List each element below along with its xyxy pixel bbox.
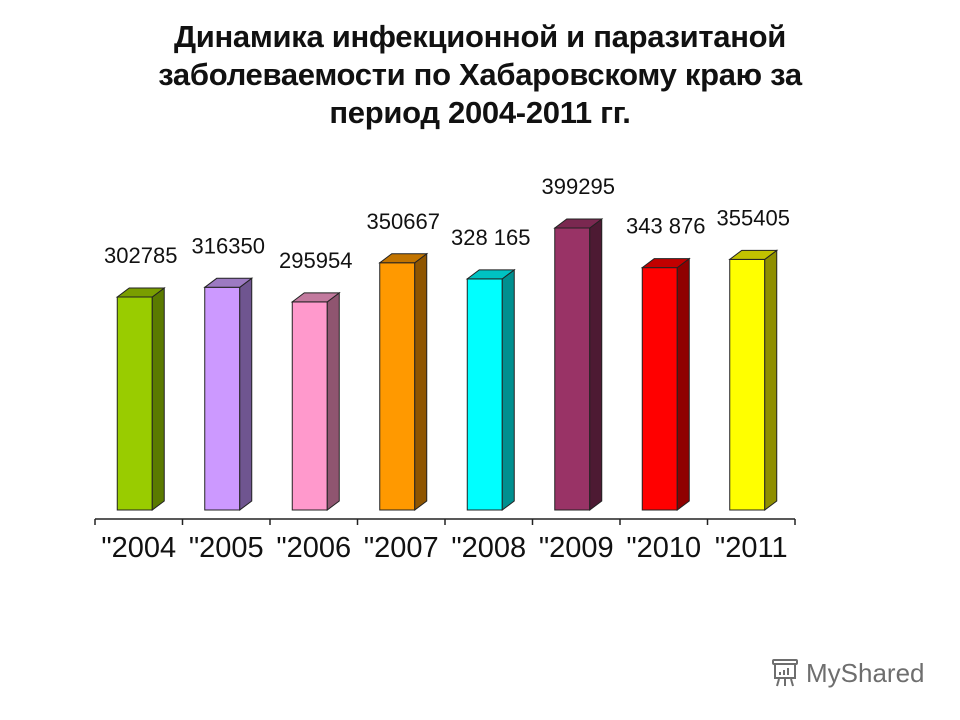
bar-0 (115, 287, 166, 511)
bar-4 (465, 268, 516, 511)
bar-2 (290, 291, 341, 511)
data-label-0: 302785 (104, 243, 177, 268)
category-label-0: "2004 (101, 532, 176, 564)
data-label-6: 343 876 (626, 214, 706, 239)
category-label-1: "2005 (189, 532, 264, 564)
bar-6 (640, 257, 691, 511)
data-labels: 302785 316350 295954 350667 328 165 399295 343… (104, 174, 790, 273)
data-label-7: 355405 (717, 205, 790, 230)
category-axis: "2004 "2005 "2006 "2007 "2008 "2009 "2010 "2011 (94, 518, 796, 564)
bar-3 (378, 252, 429, 511)
category-label-5: "2009 (539, 532, 614, 564)
data-label-3: 350667 (367, 209, 440, 234)
title-line-2: заболеваемости по Хабаровскому краю за (158, 57, 802, 92)
presentation-board-icon (772, 659, 798, 687)
data-label-5: 399295 (542, 174, 615, 199)
category-label-7: "2011 (715, 532, 788, 564)
watermark-text: MyShared (806, 657, 925, 688)
category-label-4: "2008 (451, 532, 526, 564)
watermark: MyShared (768, 656, 925, 690)
category-label-3: "2007 (364, 532, 439, 564)
data-label-1: 316350 (192, 233, 265, 258)
title-line-1: Динамика инфекционной и паразитаной (173, 19, 787, 54)
bars-group (115, 218, 779, 511)
category-label-6: "2010 (626, 532, 701, 564)
category-label-2: "2006 (276, 532, 351, 564)
bar-5 (553, 218, 604, 511)
data-label-4: 328 165 (451, 225, 531, 250)
bar-1 (203, 277, 254, 511)
chart-title: Динамика инфекционной и паразитаной забо… (0, 18, 960, 132)
title-line-3: период 2004-2011 гг. (329, 95, 631, 130)
bar-7 (728, 249, 779, 511)
data-label-2: 295954 (279, 248, 352, 273)
